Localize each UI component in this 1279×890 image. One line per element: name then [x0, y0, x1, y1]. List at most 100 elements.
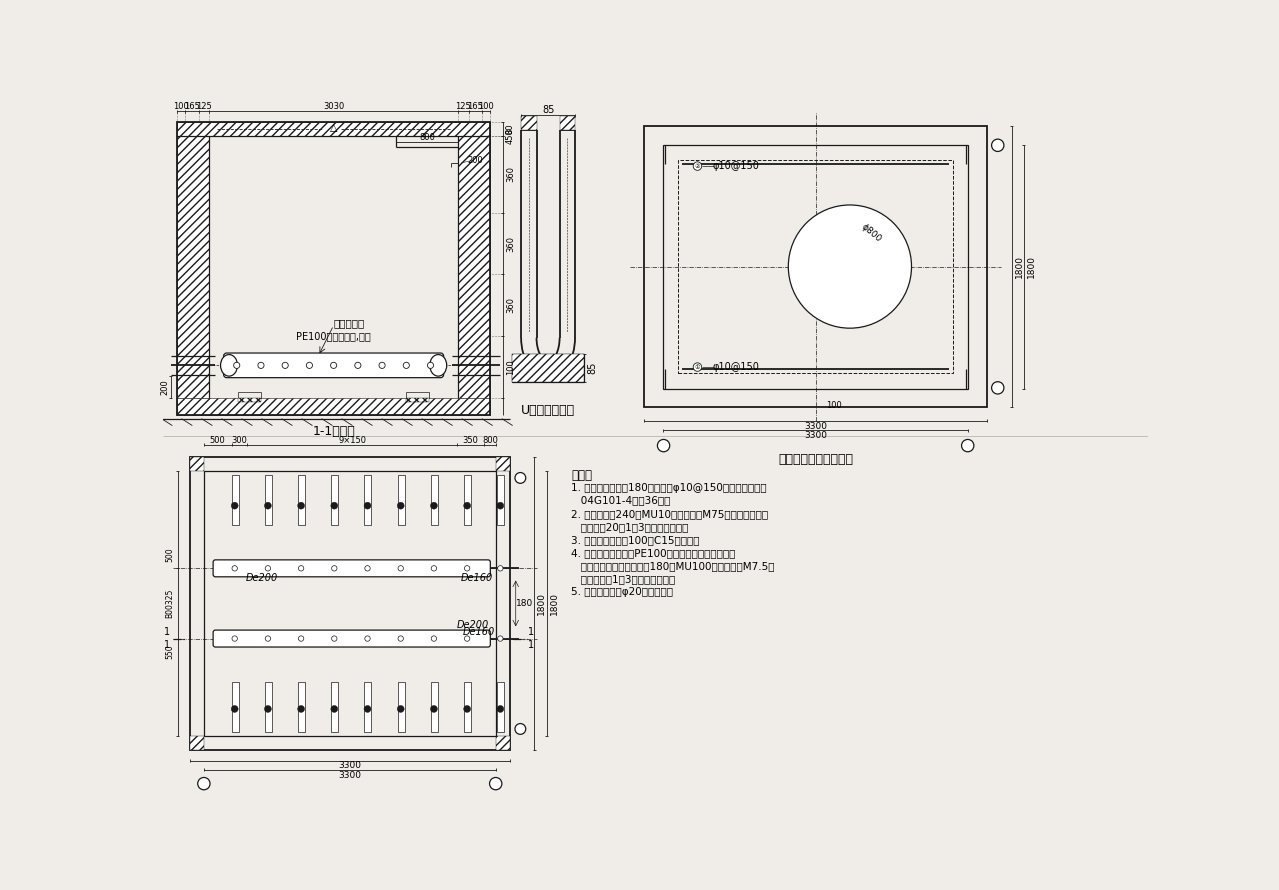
Bar: [496, 736, 509, 749]
Text: △: △: [330, 123, 338, 134]
Text: 5. 井内爬梯采用φ20钢筋制作。: 5. 井内爬梯采用φ20钢筋制作。: [572, 587, 673, 597]
Text: ϕ800: ϕ800: [859, 222, 884, 244]
Text: 360: 360: [505, 236, 515, 252]
Circle shape: [379, 362, 385, 368]
Bar: [191, 457, 203, 471]
Bar: [431, 475, 437, 525]
Bar: [405, 392, 428, 398]
FancyBboxPatch shape: [214, 630, 490, 647]
Circle shape: [991, 139, 1004, 151]
Bar: [458, 136, 490, 398]
Circle shape: [515, 473, 526, 483]
Circle shape: [365, 502, 371, 509]
Bar: [203, 471, 496, 736]
Bar: [231, 475, 238, 525]
Text: 350: 350: [463, 436, 478, 445]
Text: 钢筋混凝土井盖平面图: 钢筋混凝土井盖平面图: [778, 453, 853, 466]
Circle shape: [431, 566, 436, 571]
Text: 1800: 1800: [537, 592, 546, 615]
Text: 300: 300: [231, 436, 247, 445]
Circle shape: [515, 724, 526, 734]
Bar: [231, 682, 238, 732]
Circle shape: [464, 706, 471, 712]
Text: 500: 500: [210, 436, 225, 445]
Bar: [398, 475, 404, 525]
Bar: [512, 354, 585, 382]
Circle shape: [398, 566, 403, 571]
Text: 1800: 1800: [1027, 255, 1036, 278]
Circle shape: [330, 362, 336, 368]
Bar: [331, 475, 338, 525]
Circle shape: [265, 706, 271, 712]
Bar: [678, 160, 953, 373]
Circle shape: [365, 635, 370, 642]
Text: 说明：: 说明：: [572, 469, 592, 481]
Text: 1: 1: [528, 640, 535, 650]
Text: 200: 200: [160, 379, 169, 395]
Bar: [464, 475, 471, 525]
Text: 100: 100: [173, 102, 189, 111]
Circle shape: [231, 635, 238, 642]
Bar: [464, 682, 471, 732]
Text: 3300: 3300: [804, 431, 828, 440]
Bar: [398, 682, 404, 732]
Bar: [177, 398, 490, 415]
Text: 作，双排分水器支座采用180厚MU100粉煤灰砖，M7.5水: 作，双排分水器支座采用180厚MU100粉煤灰砖，M7.5水: [572, 561, 775, 571]
Bar: [191, 736, 203, 749]
Bar: [365, 475, 371, 525]
Text: U形换热管构造: U形换热管构造: [521, 404, 576, 417]
Text: 04G101-4，第36页。: 04G101-4，第36页。: [572, 496, 670, 506]
Text: 550: 550: [165, 644, 174, 659]
Circle shape: [498, 566, 503, 571]
Text: 125: 125: [196, 102, 212, 111]
Ellipse shape: [220, 354, 238, 376]
Circle shape: [427, 362, 434, 368]
Ellipse shape: [430, 354, 446, 376]
Text: 125: 125: [455, 102, 471, 111]
Bar: [331, 682, 338, 732]
Text: 100: 100: [826, 400, 842, 410]
Circle shape: [298, 706, 304, 712]
Text: PE100高密度乙烯,熔接: PE100高密度乙烯,熔接: [297, 331, 371, 341]
Circle shape: [298, 635, 304, 642]
Bar: [645, 126, 987, 407]
Circle shape: [265, 566, 271, 571]
Bar: [177, 122, 490, 136]
Bar: [498, 682, 504, 732]
Text: De200: De200: [246, 572, 278, 583]
Circle shape: [265, 502, 271, 509]
Circle shape: [657, 440, 670, 452]
Text: 1. 钢筋混凝土井盖180厚。配筋φ10@150，洞口加固参见: 1. 钢筋混凝土井盖180厚。配筋φ10@150，洞口加固参见: [572, 482, 767, 492]
Text: ②: ②: [694, 164, 701, 168]
Text: 100: 100: [478, 102, 494, 111]
Circle shape: [331, 502, 338, 509]
Text: 双排分水器: 双排分水器: [334, 318, 365, 328]
Circle shape: [298, 566, 304, 571]
Text: De200: De200: [457, 619, 489, 630]
Text: De160: De160: [460, 572, 492, 583]
Bar: [498, 475, 504, 525]
Text: 9×150: 9×150: [338, 436, 366, 445]
Text: 1: 1: [528, 627, 535, 637]
Circle shape: [991, 382, 1004, 394]
Text: 360: 360: [505, 297, 515, 313]
Bar: [560, 116, 576, 130]
Circle shape: [693, 363, 702, 371]
Text: 100: 100: [505, 359, 515, 375]
Circle shape: [693, 162, 702, 170]
Text: 500: 500: [165, 547, 174, 562]
Text: 3300: 3300: [804, 422, 828, 431]
Circle shape: [496, 502, 504, 509]
FancyBboxPatch shape: [224, 353, 444, 377]
Text: 800: 800: [420, 133, 435, 142]
Circle shape: [354, 362, 361, 368]
Circle shape: [431, 502, 437, 509]
Text: 450: 450: [505, 128, 515, 144]
Circle shape: [258, 362, 263, 368]
Bar: [191, 457, 509, 749]
Text: 165: 165: [184, 102, 200, 111]
Text: 2. 检查井采用240厚MU10粉煤灰砖，M75水泥砂浆砌筑。: 2. 检查井采用240厚MU10粉煤灰砖，M75水泥砂浆砌筑。: [572, 509, 769, 519]
Text: 200: 200: [467, 156, 483, 165]
Text: 3030: 3030: [324, 102, 344, 111]
Bar: [496, 457, 509, 471]
